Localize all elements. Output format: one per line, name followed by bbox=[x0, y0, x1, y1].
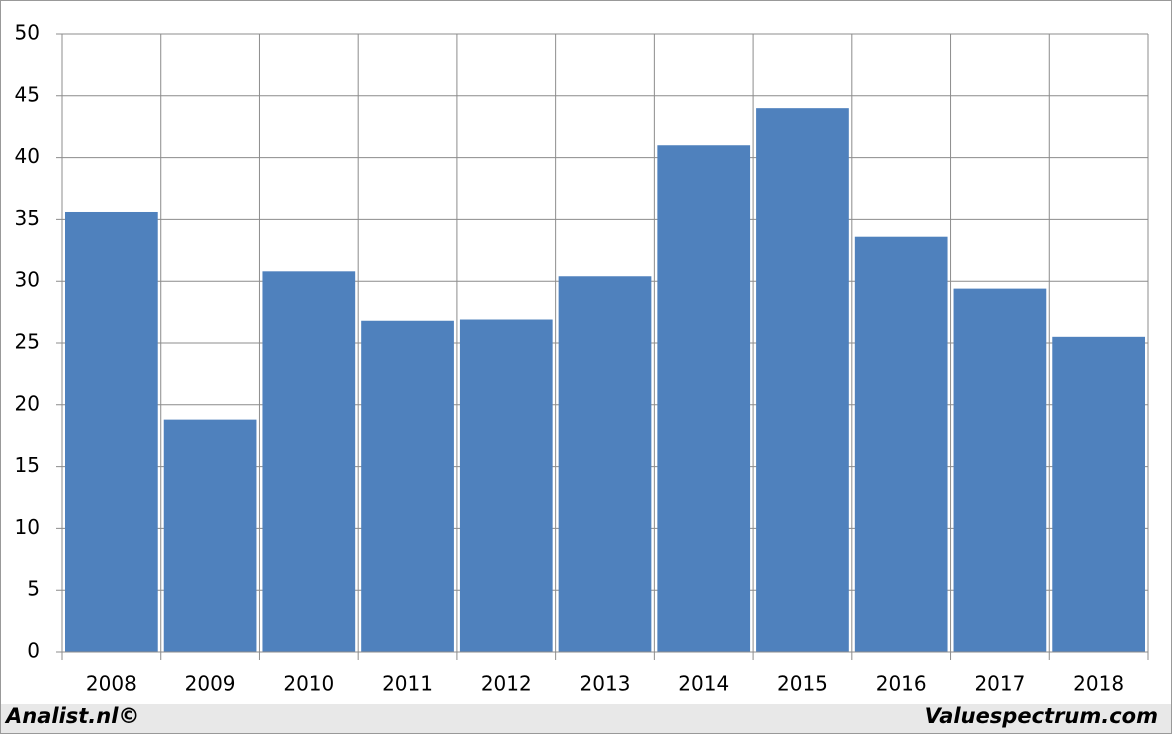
y-tick-label: 25 bbox=[15, 330, 40, 354]
y-tick-label: 20 bbox=[15, 391, 40, 415]
y-tick-label: 0 bbox=[27, 639, 40, 663]
y-tick-label: 40 bbox=[15, 144, 40, 168]
footer-band bbox=[1, 704, 1171, 733]
x-tick-label: 2016 bbox=[876, 672, 927, 696]
y-tick-label: 50 bbox=[15, 21, 40, 45]
y-tick-label: 15 bbox=[15, 453, 40, 477]
bar bbox=[262, 271, 356, 652]
y-tick-label: 45 bbox=[15, 82, 40, 106]
y-tick-label: 5 bbox=[27, 577, 40, 601]
bar bbox=[756, 108, 849, 652]
x-tick-label: 2018 bbox=[1073, 672, 1124, 696]
bar bbox=[854, 236, 948, 653]
x-tick-label: 2017 bbox=[974, 672, 1025, 696]
x-tick-label: 2014 bbox=[678, 672, 729, 696]
y-tick-label: 10 bbox=[15, 515, 40, 539]
bar bbox=[361, 320, 454, 652]
x-tick-label: 2012 bbox=[481, 672, 532, 696]
bar bbox=[65, 211, 158, 652]
x-tick-label: 2009 bbox=[185, 672, 236, 696]
x-tick-label: 2015 bbox=[777, 672, 828, 696]
x-tick-label: 2008 bbox=[86, 672, 137, 696]
bar bbox=[163, 419, 257, 652]
x-tick-label: 2010 bbox=[283, 672, 334, 696]
bar bbox=[1052, 336, 1145, 652]
y-tick-label: 35 bbox=[15, 206, 40, 230]
footer-left: Analist.nl© bbox=[4, 704, 139, 728]
x-tick-label: 2013 bbox=[580, 672, 631, 696]
bar bbox=[459, 319, 553, 652]
bar bbox=[657, 145, 751, 653]
y-tick-label: 30 bbox=[15, 268, 40, 292]
footer-right: Valuespectrum.com bbox=[925, 704, 1158, 728]
bar bbox=[953, 288, 1047, 652]
bar bbox=[558, 276, 652, 652]
x-tick-label: 2011 bbox=[382, 672, 433, 696]
